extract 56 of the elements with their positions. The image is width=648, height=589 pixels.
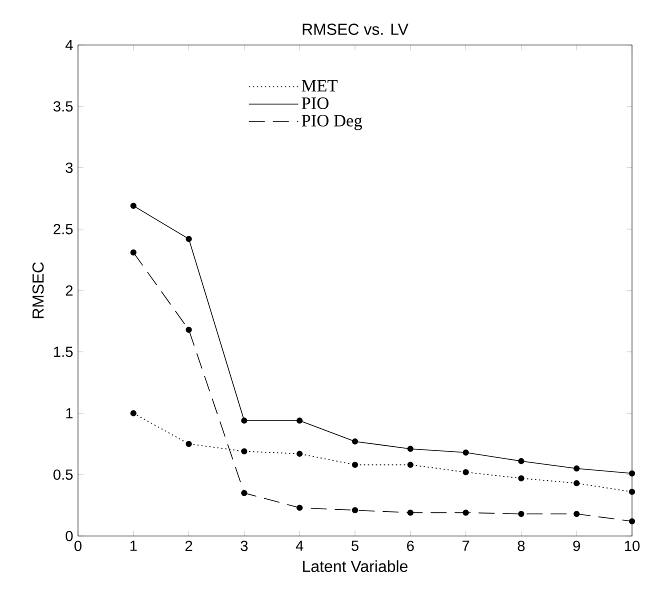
point [574,510,580,517]
point [628,518,636,524]
y-tick-label: 4 [65,40,73,50]
point [241,418,248,424]
point [518,510,524,517]
x-tick-label: 4 [296,540,304,551]
point [462,449,469,456]
point [130,202,136,209]
y-tick-label: 3 [66,162,73,173]
y-tick-label: 1 [66,408,73,418]
x-axis-title: Latent Variable [303,560,408,572]
point [574,480,580,486]
x-tick-label: 2 [185,540,192,551]
x-tick-label: 1 [130,540,137,551]
x-tick-label: 6 [407,540,414,552]
point [352,438,358,445]
point [462,510,469,516]
y-tick-label: 2 [66,285,73,296]
point [462,469,469,476]
point [407,446,414,452]
point [628,488,636,495]
point [130,410,136,416]
point [574,465,580,472]
point [407,510,414,516]
point [186,236,192,242]
x-tick-label: 9 [573,540,580,552]
x-tick-label: 8 [518,540,525,552]
x-tick-label: 10 [624,540,640,552]
y-tick-label: 3.5 [53,101,73,112]
legend-label: PIO Deg [302,114,362,130]
x-tick-label: 7 [462,540,470,551]
point [296,450,303,457]
point [241,490,248,496]
x-tick-label: 0 [74,540,82,552]
y-tick-label: 0.5 [53,469,73,480]
point [186,326,192,333]
legend-label: PIO [302,97,328,110]
point [352,507,358,514]
y-tick-label: 0 [66,530,73,542]
chart-title: RMSEC vs. LV [302,24,408,35]
point [130,249,136,256]
point [352,462,358,468]
point [241,448,248,454]
y-tick-label: 2.5 [54,224,73,234]
y-tick-label: 1.5 [54,346,73,357]
point [407,462,414,468]
point [518,458,524,464]
x-tick-label: 3 [240,540,248,552]
point [628,470,636,476]
y-axis-title: RMSEC [32,262,44,318]
point [296,504,303,511]
point [296,418,303,424]
legend-label: MET [302,80,338,92]
x-tick-label: 5 [352,540,358,551]
point [518,475,524,482]
point [186,440,192,447]
